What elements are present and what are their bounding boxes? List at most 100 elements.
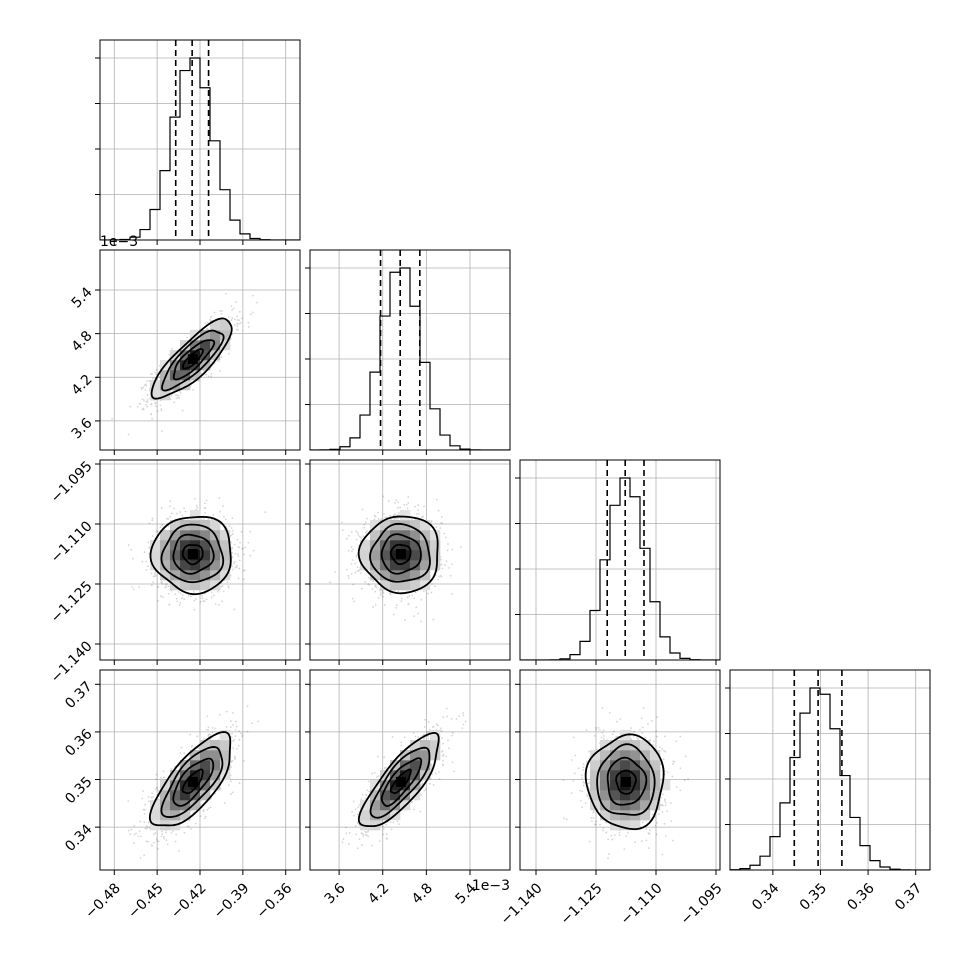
density-cell (170, 550, 181, 561)
sample-point (638, 728, 641, 731)
sample-point (389, 593, 392, 596)
density-cell (410, 580, 421, 591)
sample-point (204, 507, 207, 509)
sample-point (612, 730, 615, 733)
density-peak (187, 776, 198, 787)
density-cell (160, 790, 171, 801)
sample-point (239, 321, 242, 324)
sample-point (233, 318, 236, 321)
sample-point (602, 729, 605, 732)
density-cell (210, 540, 221, 551)
sample-point (111, 417, 113, 420)
sample-point (356, 822, 359, 824)
sample-point (241, 735, 244, 738)
density-cell (190, 360, 201, 371)
density-cell (170, 360, 181, 371)
sample-point (351, 559, 354, 561)
sample-point (151, 517, 154, 520)
sample-point (403, 736, 406, 739)
sample-point (354, 808, 357, 811)
sample-point (218, 497, 221, 499)
sample-point (641, 732, 644, 734)
density-cell (180, 780, 191, 791)
sample-point (174, 840, 177, 843)
density-cell (600, 750, 611, 761)
sample-point (587, 797, 590, 800)
sample-point (143, 399, 145, 402)
sample-point (439, 527, 442, 530)
density-cell (380, 530, 391, 541)
sample-point (442, 754, 445, 757)
sample-point (235, 566, 238, 569)
sample-point (157, 599, 159, 602)
sample-point (190, 827, 192, 830)
sample-point (660, 803, 663, 806)
sample-point (664, 835, 667, 837)
density-cell (640, 740, 651, 751)
sample-point (582, 781, 585, 784)
x-tick-label: 3.6 (322, 880, 349, 907)
density-cell (620, 810, 631, 821)
density-cell (370, 530, 381, 541)
density-cell (200, 530, 211, 541)
y-tick-label: 5.4 (69, 284, 96, 311)
density-cell (200, 520, 211, 531)
sample-point (442, 755, 445, 757)
sample-point (662, 758, 665, 761)
sample-point (417, 509, 420, 512)
sample-point (656, 822, 658, 824)
sample-point (244, 546, 247, 549)
sample-point (352, 548, 354, 551)
sample-point (235, 725, 238, 728)
sample-point (374, 515, 377, 518)
sample-point (397, 517, 400, 520)
sample-point (395, 606, 398, 609)
panel-3-2: −1.140 −1.125 −1.110 −1.095 (498, 669, 726, 928)
sample-point (447, 543, 449, 545)
sample-point (237, 546, 240, 548)
sample-point (365, 831, 368, 834)
sample-point (633, 730, 636, 733)
density-cell (390, 790, 401, 801)
density-cell (430, 750, 441, 761)
sample-point (147, 541, 150, 544)
panel-content (100, 670, 300, 870)
sample-point (155, 530, 158, 533)
density-cell (610, 810, 621, 821)
sample-point (605, 831, 607, 834)
contour-3 (150, 317, 233, 400)
density-cell (380, 520, 391, 531)
density-cell (610, 770, 621, 781)
sample-point (385, 833, 388, 836)
contour-2 (160, 746, 224, 818)
sample-point (384, 766, 387, 769)
density-peak (395, 549, 406, 559)
sample-point (230, 534, 233, 537)
sample-point (383, 756, 386, 759)
sample-point (202, 600, 205, 603)
sample-point (650, 748, 653, 751)
sample-point (462, 723, 465, 726)
sample-point (435, 526, 438, 529)
contour-3 (357, 515, 439, 595)
sample-point (193, 608, 196, 611)
sample-point (210, 361, 213, 363)
density-cell (370, 570, 381, 581)
sample-point (158, 537, 160, 540)
sample-point (636, 737, 639, 739)
sample-point (377, 596, 380, 599)
sample-point (592, 817, 595, 819)
sample-point (175, 397, 178, 400)
sample-point (233, 324, 236, 326)
sample-point (206, 321, 209, 324)
density-cell (590, 760, 601, 771)
sample-point (142, 790, 144, 792)
sample-point (396, 517, 399, 520)
density-cell (640, 760, 651, 771)
sample-point (605, 831, 608, 834)
sample-point (387, 500, 390, 502)
sample-point (145, 827, 148, 830)
density-peak (395, 776, 406, 787)
contour-1 (172, 533, 215, 575)
sample-point (127, 800, 130, 803)
